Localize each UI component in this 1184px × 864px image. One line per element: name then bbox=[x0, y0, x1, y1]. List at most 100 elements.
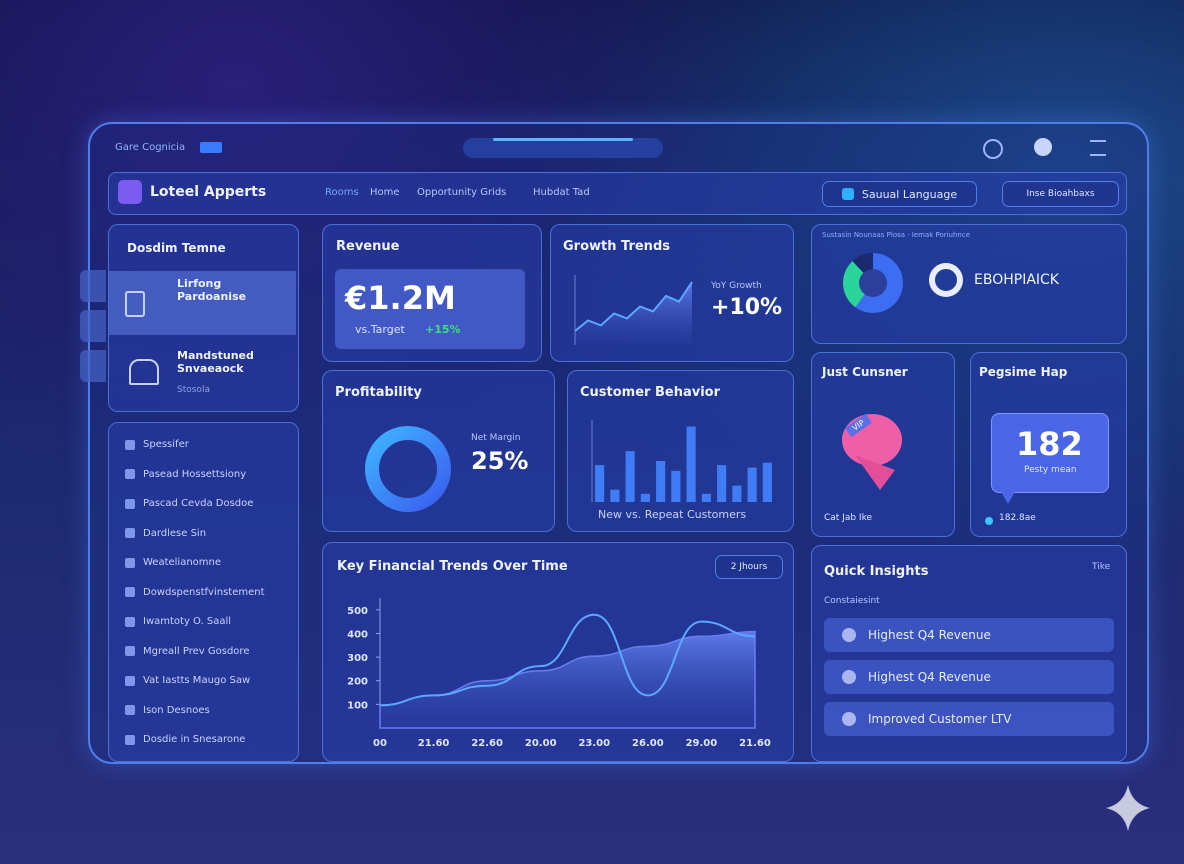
legend-dot bbox=[985, 517, 993, 525]
sidebar-card: Dosdim Temne Lirfong Pardoanise Mandstun… bbox=[108, 224, 299, 412]
insight-text: Highest Q4 Revenue bbox=[868, 628, 991, 642]
menu-icon bbox=[125, 734, 135, 745]
item-title: Mandstuned Snvaeaock bbox=[177, 349, 254, 375]
menu-item[interactable]: Iwamtoty O. Saall bbox=[125, 616, 231, 627]
card-title: Growth Trends bbox=[563, 239, 670, 254]
menu-icon bbox=[125, 646, 135, 656]
metric-label: Net Margin bbox=[471, 433, 521, 443]
brand-badge bbox=[200, 142, 222, 153]
menu-item[interactable]: Mgreall Prev Gosdore bbox=[125, 646, 249, 657]
nav-item[interactable]: Hubdat Tad bbox=[533, 187, 590, 198]
nav-item[interactable]: Home bbox=[370, 187, 400, 198]
caption: New vs. Repeat Customers bbox=[598, 508, 747, 521]
insight-row[interactable]: Improved Customer LTV bbox=[824, 702, 1114, 736]
account-button[interactable]: Inse Bioahbaxs bbox=[1002, 181, 1119, 207]
card-title: Pegsime Hap bbox=[979, 365, 1068, 379]
kpi-label: vs.Target bbox=[355, 323, 405, 336]
kpi-change: +15% bbox=[425, 323, 461, 336]
menu-item[interactable]: Pascad Cevda Dosdoe bbox=[125, 498, 253, 509]
insight-row[interactable]: Highest Q4 Revenue bbox=[824, 618, 1114, 652]
side-tab[interactable] bbox=[80, 350, 106, 382]
menu-item[interactable]: Dardlese Sin bbox=[125, 528, 206, 539]
side-tab[interactable] bbox=[80, 310, 106, 342]
card-title: Just Cunsner bbox=[822, 365, 908, 379]
avatar[interactable] bbox=[1034, 138, 1052, 156]
sidebar-menu: Spessifer Pasead Hossettsiony Pascad Cevda… bbox=[108, 422, 299, 762]
sidebar-title: Dosdim Temne bbox=[127, 241, 226, 255]
app-name: Loteel Apperts bbox=[150, 184, 267, 200]
insight-row[interactable]: Highest Q4 Revenue bbox=[824, 660, 1114, 694]
financial-card: Key Financial Trends Over Time 2 Jhours bbox=[322, 542, 794, 762]
menu-label: Pascad Cevda Dosdoe bbox=[143, 498, 254, 509]
menu-label: Pasead Hossettsiony bbox=[143, 468, 247, 480]
metric-label: YoY Growth bbox=[711, 281, 762, 291]
menu-icon[interactable] bbox=[1090, 140, 1106, 156]
insight-text: Improved Customer LTV bbox=[868, 712, 1012, 726]
card-footer: Cat Jab Ike bbox=[824, 513, 873, 523]
nav-item[interactable]: Opportunity Grids bbox=[417, 187, 507, 198]
customer-card: Just Cunsner Cat Jab Ike bbox=[811, 352, 955, 537]
icon bbox=[129, 359, 159, 385]
card-title: Profitability bbox=[335, 385, 422, 400]
card-title: Quick Insights bbox=[824, 564, 929, 579]
revenue-card: Revenue €1.2M vs.Target +15% bbox=[322, 224, 542, 362]
customer-behavior-card: Customer Behavior New vs. Repeat Custome… bbox=[567, 370, 794, 532]
insight-text: Highest Q4 Revenue bbox=[868, 670, 991, 684]
sparkle bbox=[1106, 785, 1150, 831]
menu-icon bbox=[125, 705, 135, 715]
range-button[interactable]: 2 Jhours bbox=[715, 555, 783, 579]
metric-value: +10% bbox=[711, 295, 783, 320]
brand: Gare Cognicia bbox=[115, 142, 186, 153]
menu-item[interactable]: Ison Desnoes bbox=[125, 705, 210, 716]
icon[interactable] bbox=[983, 139, 1003, 159]
card-title: Customer Behavior bbox=[580, 385, 721, 400]
menu-label: Mgreall Prev Gosdore bbox=[143, 645, 250, 657]
menu-label: Vat Iastts Maugo Saw bbox=[143, 675, 251, 686]
menu-icon bbox=[125, 498, 135, 509]
menu-icon bbox=[125, 469, 135, 479]
value-box bbox=[991, 413, 1109, 493]
menu-label: Dardlese Sin bbox=[143, 527, 207, 539]
growth-card: Growth Trends YoY Growth +10% bbox=[550, 224, 794, 362]
nav-item[interactable]: Rooms bbox=[325, 187, 359, 198]
label: Sauual Language bbox=[861, 187, 958, 201]
menu-label: Spessifer bbox=[143, 439, 189, 450]
menu-icon bbox=[125, 616, 135, 627]
menu-label: Iwamtoty O. Saall bbox=[143, 616, 232, 627]
progress bbox=[463, 138, 663, 158]
item-title: Lirfong Pardoanise bbox=[177, 277, 247, 303]
item-subtitle: Stosola bbox=[177, 385, 210, 395]
menu-icon bbox=[125, 557, 135, 568]
menu-item[interactable]: Dosdie in Snesarone bbox=[125, 734, 245, 745]
logo bbox=[118, 180, 142, 204]
insights-card: Quick Insights Tike Constaiesint Highest… bbox=[811, 545, 1127, 762]
card-subtitle: Constaiesint bbox=[824, 596, 880, 606]
menu-icon bbox=[125, 675, 135, 686]
menu-label: Ison Desnoes bbox=[143, 704, 210, 716]
selected-item[interactable] bbox=[109, 271, 296, 335]
menu-item[interactable]: Pasead Hossettsiony bbox=[125, 469, 246, 480]
menu-item[interactable]: Spessifer bbox=[125, 439, 189, 450]
heatmap-sublabel: Pesty mean bbox=[1024, 465, 1077, 475]
card-header: Sustasin Nounaas Plosa · Iemak Poriuhnce bbox=[822, 231, 971, 239]
kpi-box bbox=[335, 269, 525, 349]
menu-label: Dosdie in Snesarone bbox=[143, 734, 246, 745]
menu-icon bbox=[125, 528, 135, 538]
card-title: Key Financial Trends Over Time bbox=[337, 559, 568, 574]
menu-icon bbox=[125, 439, 135, 450]
card-title: Revenue bbox=[336, 239, 400, 254]
heatmap-value: 182 bbox=[1016, 425, 1083, 463]
side-tab[interactable] bbox=[80, 270, 106, 302]
language-button[interactable]: Sauual Language bbox=[822, 181, 977, 207]
menu-label: Dowdspenstfvinstement bbox=[143, 586, 265, 598]
menu-item[interactable]: Weatelianomne bbox=[125, 557, 221, 568]
menu-label: Weatelianomne bbox=[143, 557, 222, 568]
card-action[interactable]: Tike bbox=[1092, 562, 1111, 572]
card-footer: 182.8ae bbox=[999, 513, 1036, 523]
menu-item[interactable]: Vat Iastts Maugo Saw bbox=[125, 675, 250, 686]
profitability-card: Profitability Net Margin 25% bbox=[322, 370, 555, 532]
kpi-value: €1.2M bbox=[345, 279, 456, 317]
segments-card: Sustasin Nounaas Plosa · Iemak Poriuhnce… bbox=[811, 224, 1127, 344]
menu-item[interactable]: Dowdspenstfvinstement bbox=[125, 587, 265, 598]
